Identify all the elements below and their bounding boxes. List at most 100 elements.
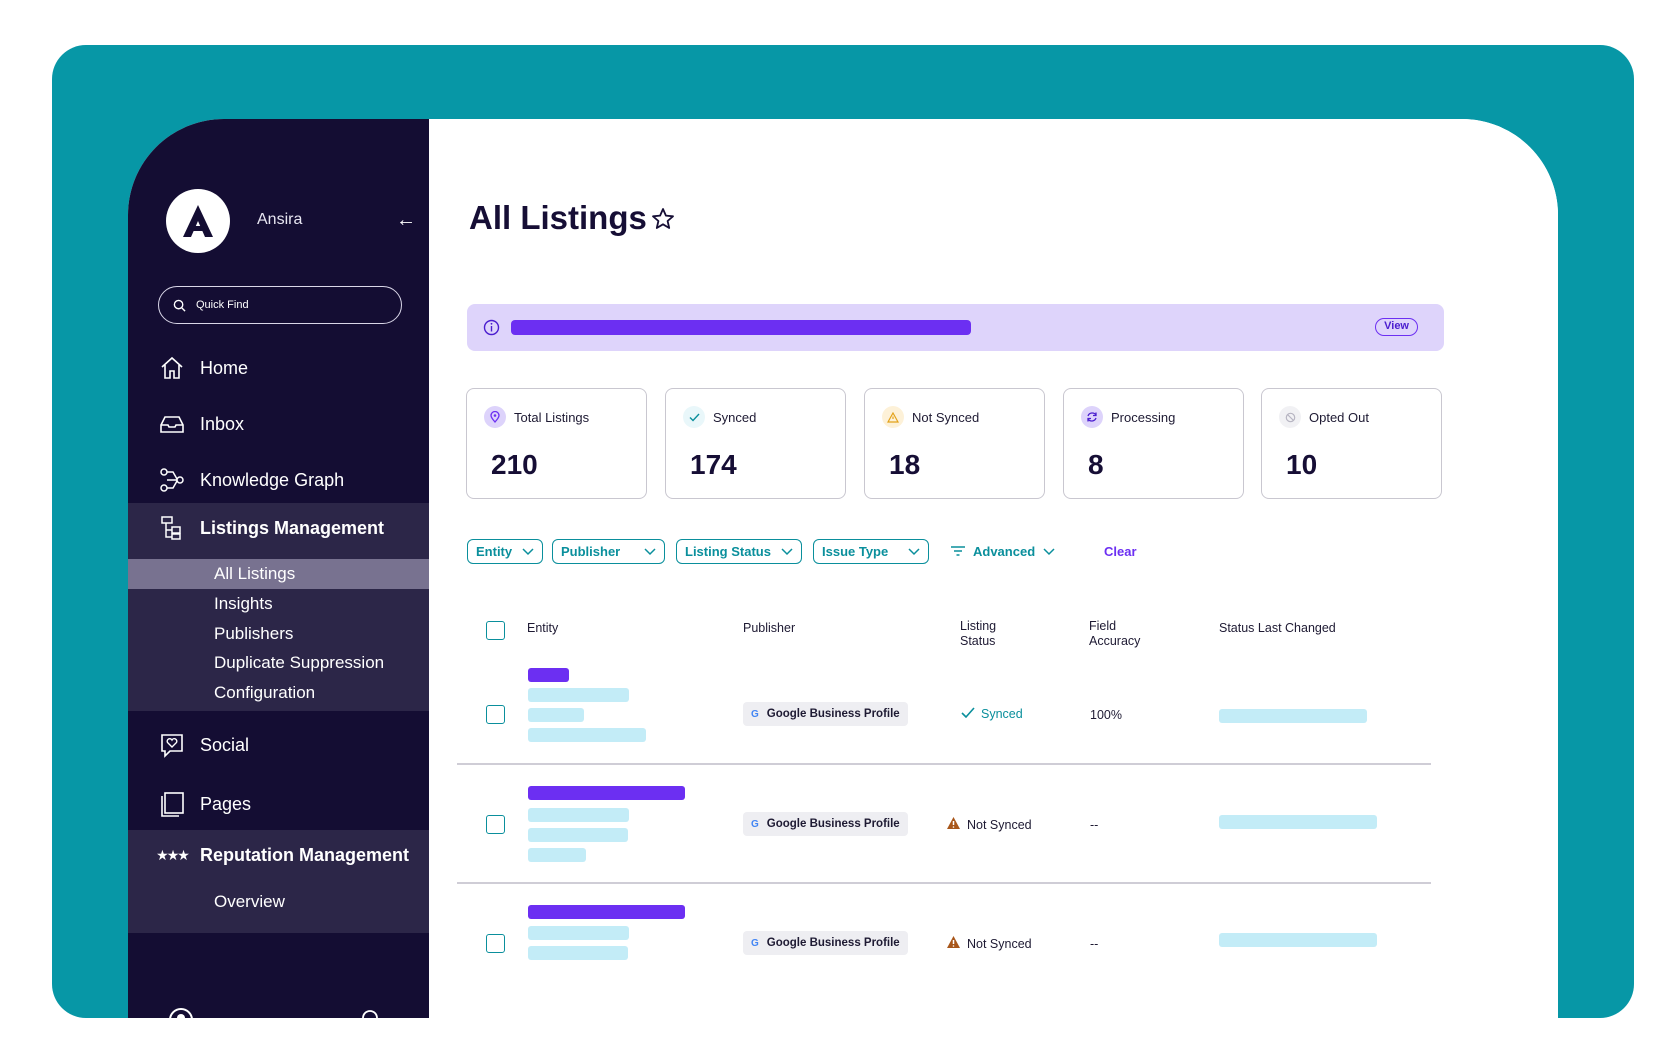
listing-status: Not Synced — [946, 816, 1032, 833]
search-icon — [173, 299, 186, 312]
publisher-name: Google Business Profile — [766, 818, 900, 830]
warning-icon — [882, 406, 904, 428]
publisher-badge: G Google Business Profile — [743, 702, 908, 726]
chevron-down-icon — [781, 544, 793, 559]
chevron-down-icon — [522, 544, 534, 559]
filter-publisher[interactable]: Publisher — [552, 539, 665, 564]
advanced-filters-button[interactable]: Advanced — [951, 539, 1055, 564]
google-icon: G — [751, 708, 759, 720]
nav-home-label: Home — [200, 357, 249, 378]
chevron-down-icon — [1043, 544, 1055, 559]
publisher-badge: G Google Business Profile — [743, 931, 908, 955]
collapse-arrow-icon[interactable]: ← — [396, 209, 416, 231]
status-text: Not Synced — [967, 936, 1032, 951]
stat-value: 8 — [1088, 449, 1104, 480]
status-changed-placeholder — [1219, 709, 1367, 723]
nav-reputation-management-label: Reputation Management — [200, 844, 410, 865]
user-icon[interactable] — [168, 1007, 194, 1018]
entity-placeholder — [528, 728, 646, 742]
warning-icon — [946, 816, 961, 833]
banner-view-button[interactable]: View — [1375, 318, 1418, 336]
status-text: Synced — [981, 707, 1023, 721]
notification-bell-icon[interactable] — [360, 1007, 380, 1018]
stat-value: 10 — [1286, 449, 1318, 480]
filter-label: Publisher — [561, 544, 621, 559]
column-header-field-accuracy[interactable]: Field Accuracy — [1089, 619, 1140, 649]
google-icon: G — [751, 937, 759, 949]
nav-listings-management[interactable]: Listings Management — [128, 499, 429, 557]
filter-entity[interactable]: Entity — [467, 539, 544, 564]
filter-lines-icon — [951, 544, 965, 559]
clear-filters-button[interactable]: Clear — [1104, 544, 1137, 559]
listing-status: Synced — [961, 707, 1023, 721]
page-title: All Listings — [469, 199, 647, 236]
reputation-section — [128, 830, 429, 933]
stat-label: Processing — [1111, 410, 1176, 425]
nav-inbox[interactable]: Inbox — [128, 395, 429, 453]
row-checkbox[interactable] — [486, 705, 505, 724]
entity-placeholder — [528, 808, 629, 822]
row-checkbox[interactable] — [486, 934, 505, 953]
stat-label: Opted Out — [1309, 410, 1369, 425]
stat-card-opted-out[interactable]: Opted Out 10 — [1261, 388, 1442, 499]
nav-social[interactable]: Social — [128, 716, 429, 774]
header-line: Accuracy — [1089, 634, 1141, 648]
stat-label: Total Listings — [514, 410, 590, 425]
row-checkbox[interactable] — [486, 815, 505, 834]
subnav-overview[interactable]: Overview — [214, 892, 285, 911]
status-changed-placeholder — [1219, 933, 1377, 947]
check-icon — [961, 707, 975, 721]
org-name: Ansira — [257, 211, 303, 228]
stat-card-processing[interactable]: Processing 8 — [1063, 388, 1244, 499]
listings-section — [128, 503, 429, 711]
knowledge-graph-icon — [158, 466, 186, 494]
column-header-entity[interactable]: Entity — [527, 621, 559, 635]
entity-placeholder — [528, 926, 629, 940]
entity-placeholder — [528, 786, 685, 800]
column-header-status-last-changed[interactable]: Status Last Changed — [1219, 621, 1336, 635]
info-icon — [483, 319, 500, 341]
stat-label: Not Synced — [912, 410, 980, 425]
entity-placeholder — [528, 708, 584, 722]
nav-reputation-management[interactable]: ★★★ Reputation Management — [128, 826, 429, 884]
stat-card-not-synced[interactable]: Not Synced 18 — [864, 388, 1045, 499]
refresh-icon — [1081, 406, 1103, 428]
subnav-duplicate-suppression[interactable]: Duplicate Suppression — [214, 653, 385, 672]
subnav-insights[interactable]: Insights — [214, 594, 273, 613]
field-accuracy: -- — [1090, 937, 1099, 951]
nav-pages[interactable]: Pages — [128, 775, 429, 833]
banner-message-placeholder — [511, 320, 971, 335]
pin-icon — [484, 406, 506, 428]
stat-card-total-listings[interactable]: Total Listings 210 — [466, 388, 647, 499]
stars-icon: ★★★ — [156, 846, 190, 863]
subnav-publishers[interactable]: Publishers — [214, 624, 294, 643]
column-header-listing-status[interactable]: Listing Status — [960, 619, 996, 649]
field-accuracy: -- — [1090, 818, 1099, 832]
header-line: Listing — [960, 619, 997, 633]
publisher-name: Google Business Profile — [766, 708, 900, 720]
entity-placeholder — [528, 688, 629, 702]
nav-knowledge-graph[interactable]: Knowledge Graph — [128, 451, 429, 509]
nav-home[interactable]: Home — [128, 339, 429, 397]
nav-pages-label: Pages — [200, 793, 252, 814]
listings-icon — [158, 514, 186, 542]
check-icon — [683, 406, 705, 428]
quick-find-input[interactable]: Quick Find — [158, 286, 402, 324]
entity-placeholder — [528, 905, 685, 919]
subnav-all-listings[interactable]: All Listings — [128, 559, 429, 589]
select-all-checkbox[interactable] — [486, 621, 505, 640]
favorite-star-icon[interactable] — [651, 207, 675, 236]
stat-value: 210 — [491, 449, 538, 480]
column-header-publisher[interactable]: Publisher — [743, 621, 796, 635]
blocked-icon — [1279, 406, 1301, 428]
warning-icon — [946, 935, 961, 952]
stat-card-synced[interactable]: Synced 174 — [665, 388, 846, 499]
subnav-configuration[interactable]: Configuration — [214, 683, 316, 702]
info-banner: View — [467, 304, 1444, 351]
filter-issue-type[interactable]: Issue Type — [813, 539, 929, 564]
filter-listing-status[interactable]: Listing Status — [676, 539, 802, 564]
google-icon: G — [751, 818, 759, 830]
stat-label: Synced — [713, 410, 757, 425]
chevron-down-icon — [908, 544, 920, 559]
ansira-logo[interactable] — [166, 189, 230, 253]
